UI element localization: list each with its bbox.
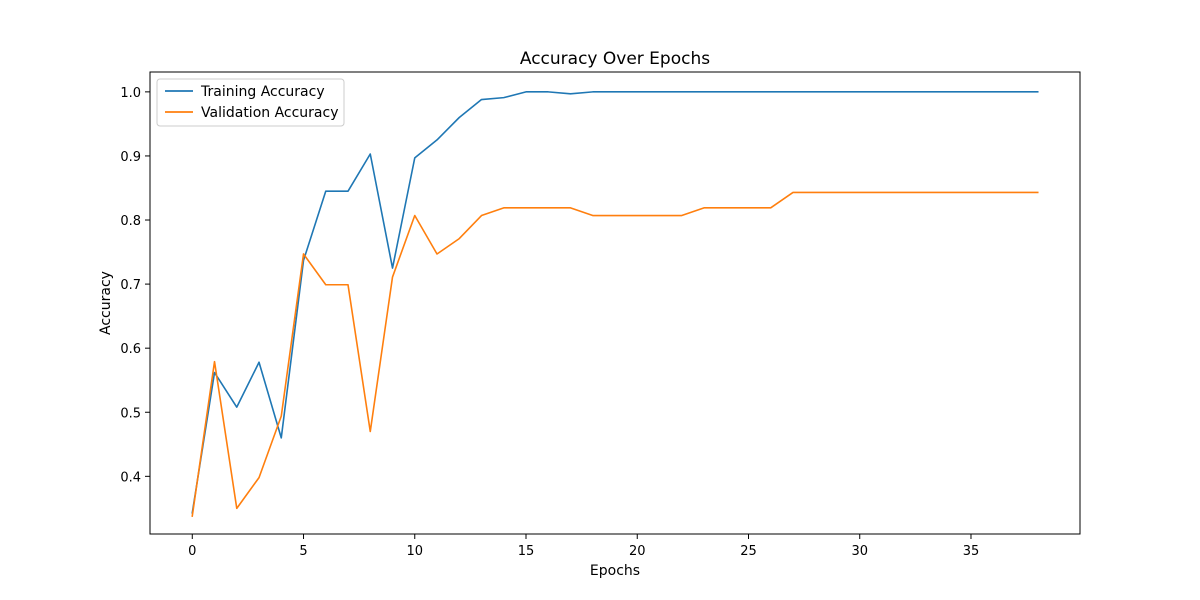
- legend-label: Validation Accuracy: [201, 105, 339, 121]
- series-line-training-accuracy: [191, 91, 1039, 514]
- x-tick-label: 5: [299, 544, 307, 559]
- x-tick-label: 30: [851, 544, 868, 559]
- x-tick-label: 25: [740, 544, 757, 559]
- x-tick-label: 0: [188, 544, 196, 559]
- legend-box: [156, 78, 345, 127]
- legend-label: Training Accuracy: [200, 84, 325, 100]
- x-tick-label: 35: [963, 544, 980, 559]
- y-tick-label: 0.5: [120, 406, 141, 421]
- chart-title: Accuracy Over Epochs: [520, 49, 710, 69]
- x-tick-label: 20: [629, 544, 646, 559]
- y-tick-label: 0.8: [120, 214, 141, 229]
- y-tick-label: 0.6: [120, 342, 141, 357]
- y-axis-label: Accuracy: [98, 271, 114, 335]
- series-line-validation-accuracy: [191, 191, 1039, 517]
- y-tick-label: 1.0: [120, 86, 141, 101]
- x-tick-label: 10: [406, 544, 423, 559]
- plot-area: [191, 91, 1039, 517]
- x-axis-label: Epochs: [590, 563, 640, 579]
- y-tick-label: 0.7: [120, 278, 141, 293]
- y-tick-label: 0.4: [120, 470, 141, 485]
- x-tick-label: 15: [518, 544, 535, 559]
- plot-frame: [149, 71, 1081, 535]
- y-tick-label: 0.9: [120, 150, 141, 165]
- legend: Training Accuracy Validation Accuracy: [156, 78, 345, 127]
